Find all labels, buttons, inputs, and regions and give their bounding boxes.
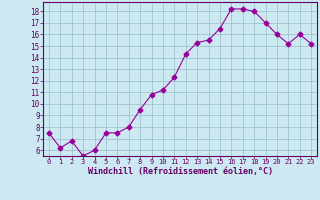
X-axis label: Windchill (Refroidissement éolien,°C): Windchill (Refroidissement éolien,°C) [87,167,273,176]
